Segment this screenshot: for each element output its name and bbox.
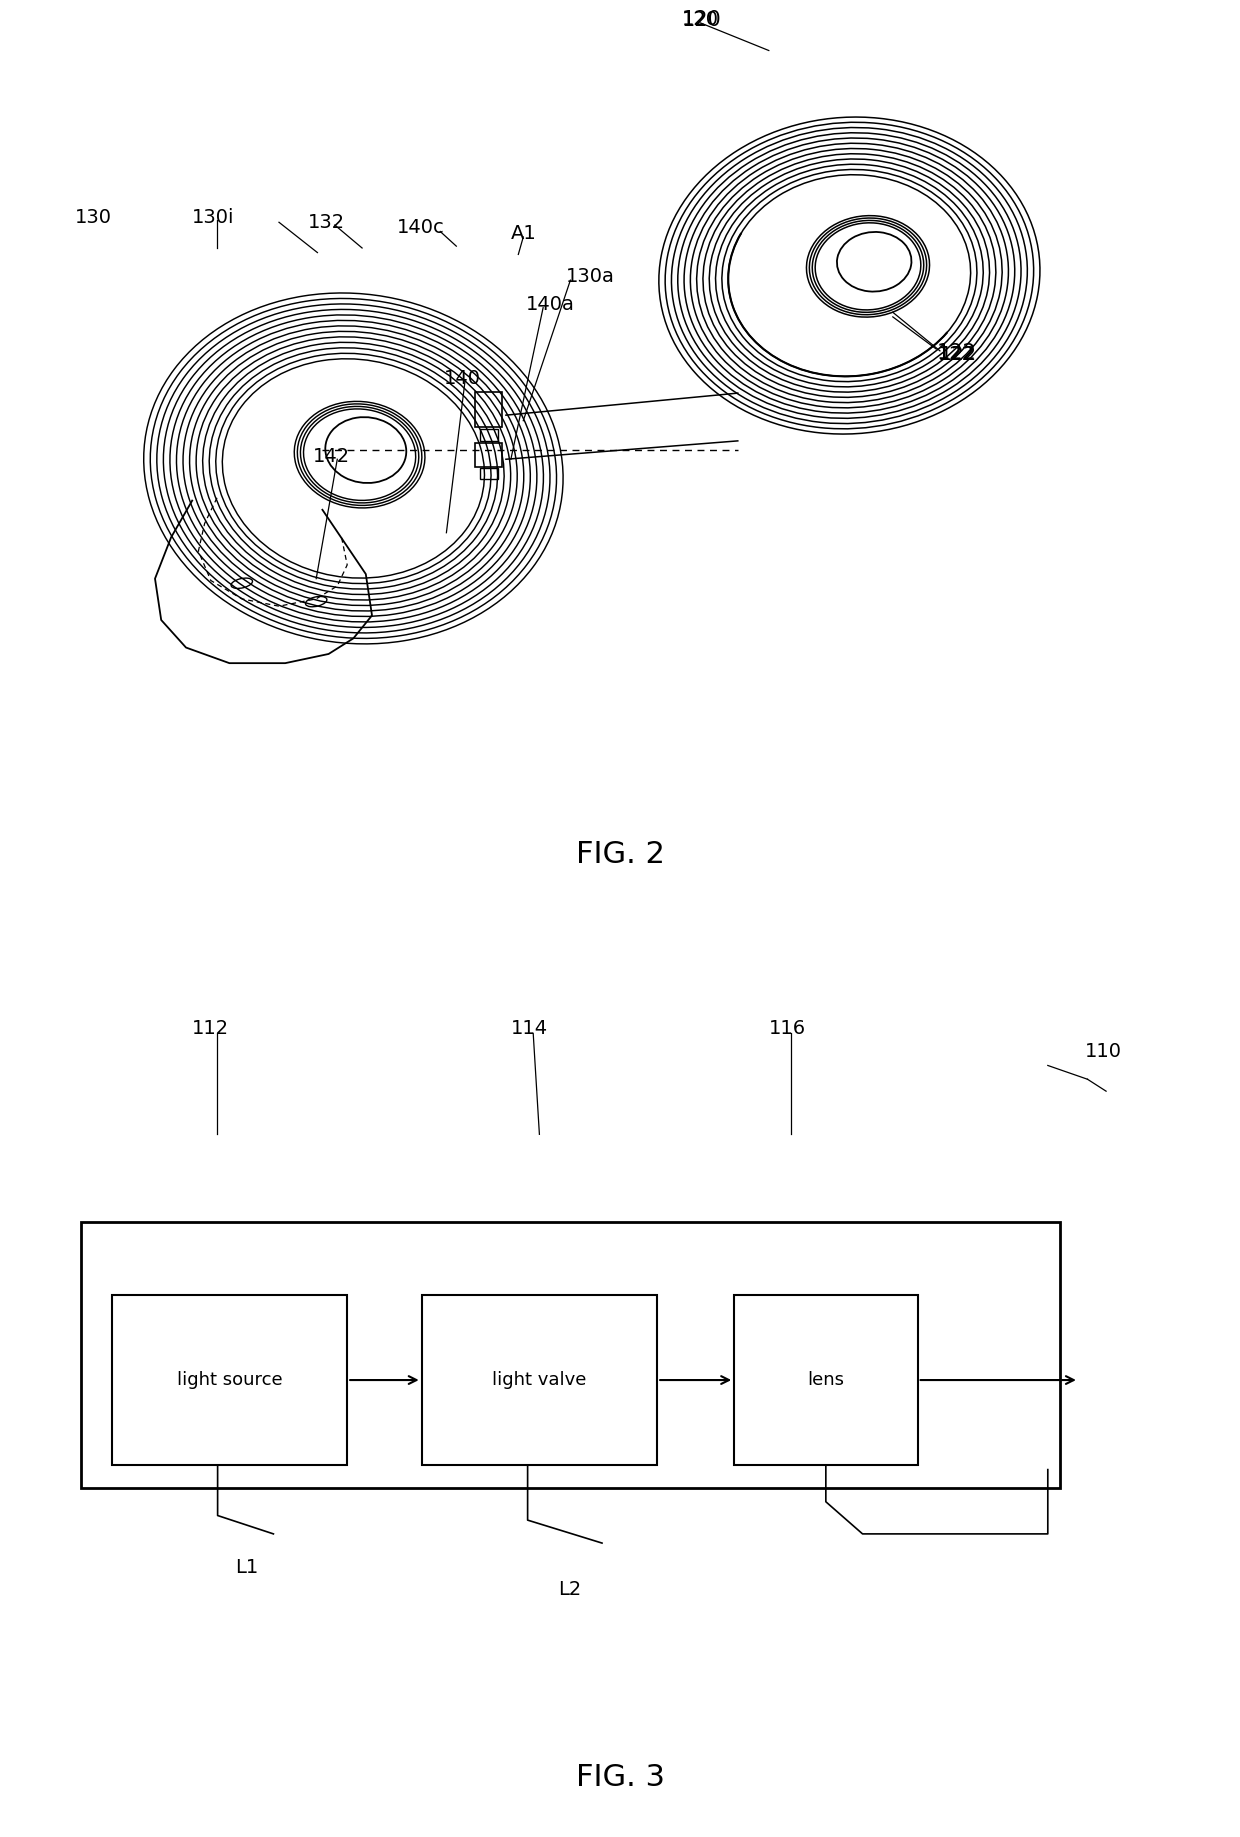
Text: 120: 120 bbox=[682, 11, 722, 29]
Text: 110: 110 bbox=[1085, 1042, 1122, 1062]
Text: 122: 122 bbox=[940, 345, 977, 364]
Bar bbox=[475, 443, 502, 467]
Text: 132: 132 bbox=[308, 213, 345, 231]
Text: 116: 116 bbox=[769, 1020, 806, 1038]
Text: 130a: 130a bbox=[565, 266, 614, 287]
Text: 130i: 130i bbox=[192, 208, 234, 228]
Text: 112: 112 bbox=[192, 1020, 229, 1038]
Text: light source: light source bbox=[176, 1370, 283, 1389]
Text: 140: 140 bbox=[444, 369, 481, 388]
Bar bbox=[81, 1222, 1060, 1488]
Text: light valve: light valve bbox=[492, 1370, 587, 1389]
Text: FIG. 2: FIG. 2 bbox=[575, 840, 665, 869]
Text: L1: L1 bbox=[236, 1558, 259, 1578]
Text: 122: 122 bbox=[937, 345, 975, 364]
Text: 114: 114 bbox=[511, 1020, 548, 1038]
Text: FIG. 3: FIG. 3 bbox=[575, 1764, 665, 1791]
Text: 140c: 140c bbox=[397, 219, 445, 237]
Text: 120: 120 bbox=[682, 9, 719, 29]
Bar bbox=[475, 391, 502, 426]
Text: 140a: 140a bbox=[526, 296, 574, 314]
Bar bbox=[734, 1295, 918, 1466]
Text: 122: 122 bbox=[936, 344, 976, 362]
Bar bbox=[480, 430, 498, 441]
Text: lens: lens bbox=[807, 1370, 844, 1389]
Bar bbox=[480, 468, 498, 479]
Bar bbox=[112, 1295, 347, 1466]
Bar bbox=[422, 1295, 657, 1466]
Text: L2: L2 bbox=[558, 1580, 582, 1598]
Text: A1: A1 bbox=[511, 224, 537, 242]
Text: 130: 130 bbox=[74, 208, 112, 228]
Text: 142: 142 bbox=[312, 446, 350, 467]
